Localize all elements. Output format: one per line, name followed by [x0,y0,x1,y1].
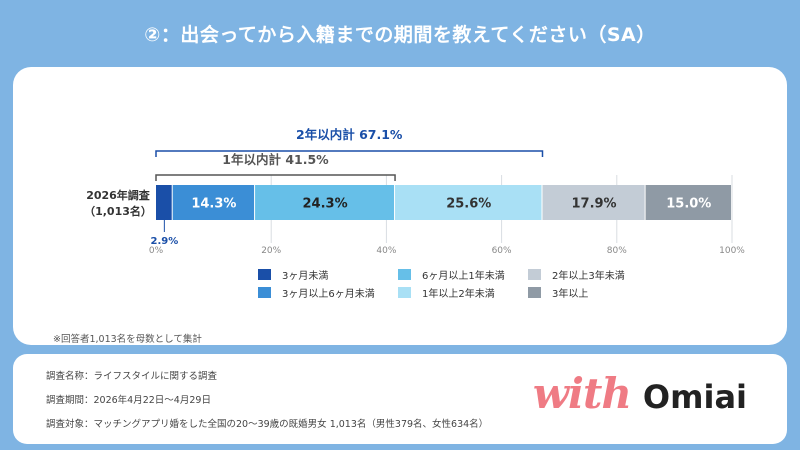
logo-omiai: Omiai [642,378,747,416]
bar-segment [395,185,542,220]
legend-label: 3ヶ月未満 [282,270,328,282]
survey-info: 調査名称：ライフスタイルに関する調査 調査期間：2026年4月22日〜4月29日… [13,354,787,444]
survey-target: 調査対象：マッチングアプリ婚をした全国の20〜39歳の既婚男女 1,013名（男… [46,419,489,430]
legend-swatch [398,269,411,280]
bar-value-label: 17.9% [571,197,616,212]
legend-label: 3ヶ月以上6ヶ月未満 [282,288,375,300]
x-tick-label: 60% [492,246,512,256]
bar-value-label: 14.3% [191,197,236,212]
x-tick-label: 0% [149,246,164,256]
survey-period: 調査期間：2026年4月22日〜4月29日 [46,395,211,406]
category-label: 2026年調査 [86,188,150,202]
brand-logo: with Omiai [533,369,747,418]
legend-swatch [528,269,541,280]
bracket-annotation [155,174,396,181]
legend-swatch [528,287,541,298]
x-tick-label: 40% [376,246,396,256]
legend-label: 2年以上3年未満 [552,269,625,282]
bar-value-label: 2.9% [150,236,178,247]
legend-label: 3年以上 [552,287,588,300]
bar-segment [172,185,255,220]
legend-label: 6ヶ月以上1年未満 [422,269,505,282]
logo-with: with [532,369,632,418]
category-label: （1,013名） [84,204,152,218]
page-title: ②：出会ってから入籍までの期間を教えてください（SA） [144,23,656,46]
bar-segment [156,185,172,220]
bracket-annotation [155,150,544,157]
legend-swatch [258,287,271,298]
legend-swatch [398,287,411,298]
bar-segment [542,185,645,220]
x-tick-label: 20% [261,246,281,256]
stacked-bar-chart: 2026年調査 （1,013名） 2.9% 14.3% 24.3% 25.6% 17.9% 1… [84,127,745,300]
bar-segment [255,185,395,220]
bar-value-label: 25.6% [446,197,491,212]
chart-card: 2026年調査 （1,013名） 2.9% 14.3% 24.3% 25.6% 17.9% 1… [13,67,787,345]
bracket-label: 2年以内計 67.1% [296,127,403,142]
legend-label: 1年以上2年未満 [422,287,495,300]
respondent-note: ※回答者1,013名を母数として集計 [53,334,202,345]
x-tick-label: 80% [607,246,627,256]
x-tick-label: 100% [719,246,745,256]
survey-name: 調査名称：ライフスタイルに関する調査 [46,371,218,382]
bar-segment [645,185,731,220]
bracket-label: 1年以内計 41.5% [222,152,329,167]
bar-value-label: 15.0% [666,197,711,212]
bar-value-label: 24.3% [303,197,348,212]
legend-swatch [258,269,271,280]
